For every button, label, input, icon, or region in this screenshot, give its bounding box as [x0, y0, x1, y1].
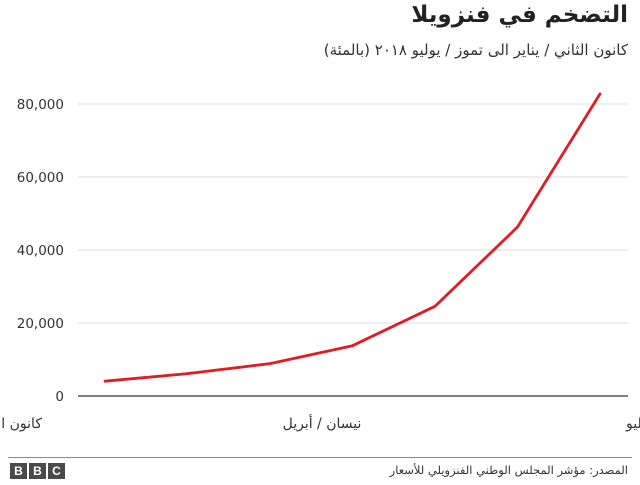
series-line — [103, 92, 602, 383]
x-tick-label: كانون الثاني / يناير — [0, 416, 42, 432]
footer-divider — [8, 457, 632, 458]
y-tick-label: 80,000 — [17, 97, 64, 113]
grid-layer — [78, 103, 628, 397]
line-chart: 0 20,000 40,000 60,000 80,000 كانون الثاني / … — [0, 92, 640, 432]
chart-title: التضخم في فنزويلا — [411, 2, 628, 28]
x-tick-label: نيسان / أبريل — [283, 414, 362, 432]
y-tick-label: 60,000 — [17, 170, 64, 186]
tick-layer: 0 20,000 40,000 60,000 80,000 كانون الثاني / … — [0, 97, 640, 432]
bbc-logo-block-1: B — [10, 463, 27, 479]
bbc-logo-block-3: C — [48, 463, 65, 479]
source-note: المصدر: مؤشر المجلس الوطني الفنزويلي للأ… — [389, 463, 628, 477]
y-tick-label: 0 — [55, 389, 64, 405]
y-tick-label: 40,000 — [17, 243, 64, 259]
y-tick-label: 20,000 — [17, 316, 64, 332]
chart-subtitle: كانون الثاني / يناير الى تموز / يوليو ٢٠… — [323, 41, 628, 59]
bbc-logo: B B C — [10, 463, 65, 479]
x-tick-label: تموز / يوليو — [625, 416, 640, 432]
bbc-logo-block-2: B — [29, 463, 46, 479]
series-layer — [103, 92, 602, 383]
